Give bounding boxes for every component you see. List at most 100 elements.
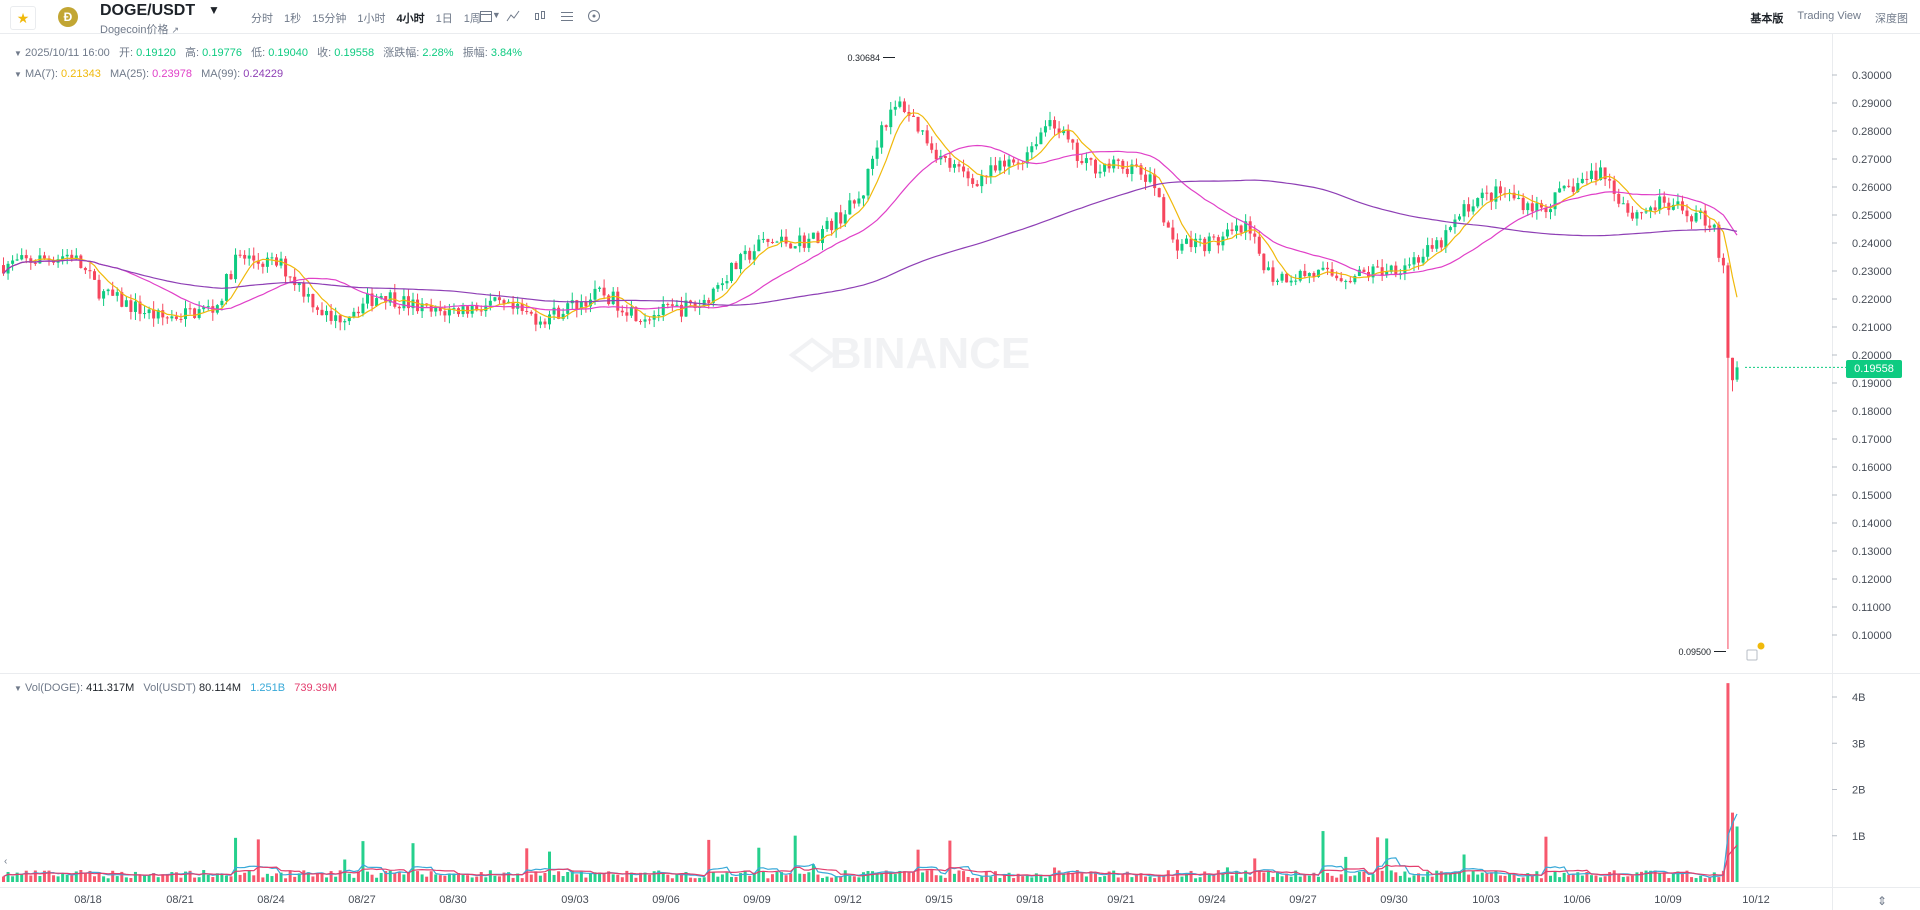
volume-bar [306, 872, 310, 882]
volume-bar [1412, 875, 1416, 882]
interval-1s[interactable]: 1秒 [284, 13, 302, 25]
favorite-button[interactable]: ★ [10, 6, 36, 30]
view-tradingview[interactable]: Trading View [1797, 10, 1861, 22]
volume-bar [525, 848, 529, 882]
volume-bar [1280, 876, 1284, 882]
candle-body [338, 315, 342, 323]
volume-bar [470, 877, 474, 882]
candle-body [1703, 210, 1707, 226]
volume-bar [1640, 871, 1643, 882]
caret-down-icon[interactable]: ▼ [208, 3, 220, 17]
ohlc-legend: ▼ 2025/10/11 16:00 开: 0.19120 高: 0.19776… [14, 44, 522, 60]
candle-body [1662, 196, 1666, 203]
volume-bar [1617, 874, 1621, 882]
volume-bar [1175, 870, 1179, 882]
candle-body [1476, 198, 1480, 207]
candle-body [1658, 196, 1662, 211]
interval-1w[interactable]: 1周 [463, 13, 481, 25]
candle-body [193, 308, 197, 318]
volume-axis-label: 4B [1852, 692, 1865, 704]
collapse-icon[interactable]: ▼ [14, 49, 22, 58]
axis-settings-icon: ⇕ [1877, 894, 1887, 908]
date-axis-label: 08/27 [348, 894, 376, 906]
candle-body [133, 301, 137, 312]
candle-body [1498, 186, 1502, 194]
volume-bar [1562, 872, 1566, 882]
candle-body [20, 255, 24, 260]
candle-body [848, 200, 852, 215]
reset-icon[interactable] [586, 8, 602, 24]
collapse-icon[interactable]: ▼ [14, 684, 22, 693]
volume-bar [793, 835, 797, 882]
interval-1d[interactable]: 1日 [435, 13, 453, 25]
volume-bar [716, 876, 720, 882]
volume-bar [679, 873, 683, 882]
candle-body [1344, 280, 1348, 282]
volume-bar [620, 877, 624, 882]
interval-1h[interactable]: 1小时 [357, 13, 386, 25]
volume-bar [1066, 871, 1070, 882]
volume-bar [925, 870, 929, 882]
candle-body [1644, 211, 1648, 213]
volume-bar [56, 876, 60, 882]
candle-body [861, 195, 865, 199]
candle-body [1421, 256, 1425, 263]
volume-bar [1635, 872, 1639, 882]
candle-style-icon[interactable] [532, 8, 548, 24]
candle-body [670, 304, 674, 306]
volume-bar [1526, 873, 1530, 882]
volume-bar [1530, 876, 1534, 882]
volume-bar [588, 873, 592, 882]
interval-4h[interactable]: 4小时 [396, 13, 425, 25]
pair-subtitle[interactable]: Dogecoin价格 ↗ [100, 24, 180, 36]
candle-body [452, 308, 456, 310]
change-value: 2.28% [422, 47, 454, 59]
calendar-icon[interactable] [478, 8, 494, 24]
volume-bar [229, 876, 233, 882]
candle-body [843, 214, 847, 224]
candle-body [24, 255, 28, 259]
volume-bar [1080, 873, 1084, 882]
interval-selector: 分时 1秒 15分钟 1小时 4小时 1日 1周 ▼ [251, 10, 512, 26]
volume-bar [1653, 870, 1657, 882]
candle-body [1303, 270, 1307, 277]
volume-bar [1153, 878, 1157, 882]
candle-body [2, 265, 5, 274]
volume-bar [648, 874, 652, 882]
interval-15m[interactable]: 15分钟 [312, 13, 347, 25]
binance-logo-icon [788, 337, 836, 373]
volume-bar [1694, 878, 1698, 882]
volume-bar [124, 877, 128, 882]
candle-body [661, 303, 665, 315]
candle-body [912, 115, 915, 117]
volume-bar [352, 877, 356, 882]
collapse-icon[interactable]: ▼ [14, 70, 22, 79]
candle-body [1139, 165, 1143, 175]
candle-body [821, 229, 824, 244]
volume-bar [1075, 870, 1079, 882]
volume-bar [11, 876, 15, 882]
volume-bar [1439, 871, 1443, 882]
indicator-icon[interactable] [505, 8, 521, 24]
candle-body [625, 312, 629, 316]
volume-bar [566, 872, 570, 882]
volume-bar [1630, 875, 1634, 882]
settings-sliders-icon[interactable] [559, 8, 575, 24]
volume-bar [1553, 871, 1557, 882]
view-depth[interactable]: 深度图 [1875, 13, 1908, 25]
pair-title[interactable]: DOGE/USDT [100, 2, 196, 19]
date-axis-label: 09/06 [652, 894, 680, 906]
interval-more-icon[interactable]: ▼ [491, 10, 501, 20]
interval-timeline[interactable]: 分时 [251, 13, 273, 25]
candle-body [1316, 269, 1320, 277]
view-basic[interactable]: 基本版 [1750, 13, 1784, 25]
volume-bar [188, 870, 192, 882]
volume-bar [452, 873, 456, 882]
volume-bar [1503, 875, 1507, 882]
candle-body [1134, 164, 1138, 166]
date-axis-label: 09/21 [1107, 894, 1135, 906]
amplitude-value: 3.84% [490, 47, 523, 59]
candle-body [984, 175, 988, 177]
candle-body [552, 307, 556, 315]
